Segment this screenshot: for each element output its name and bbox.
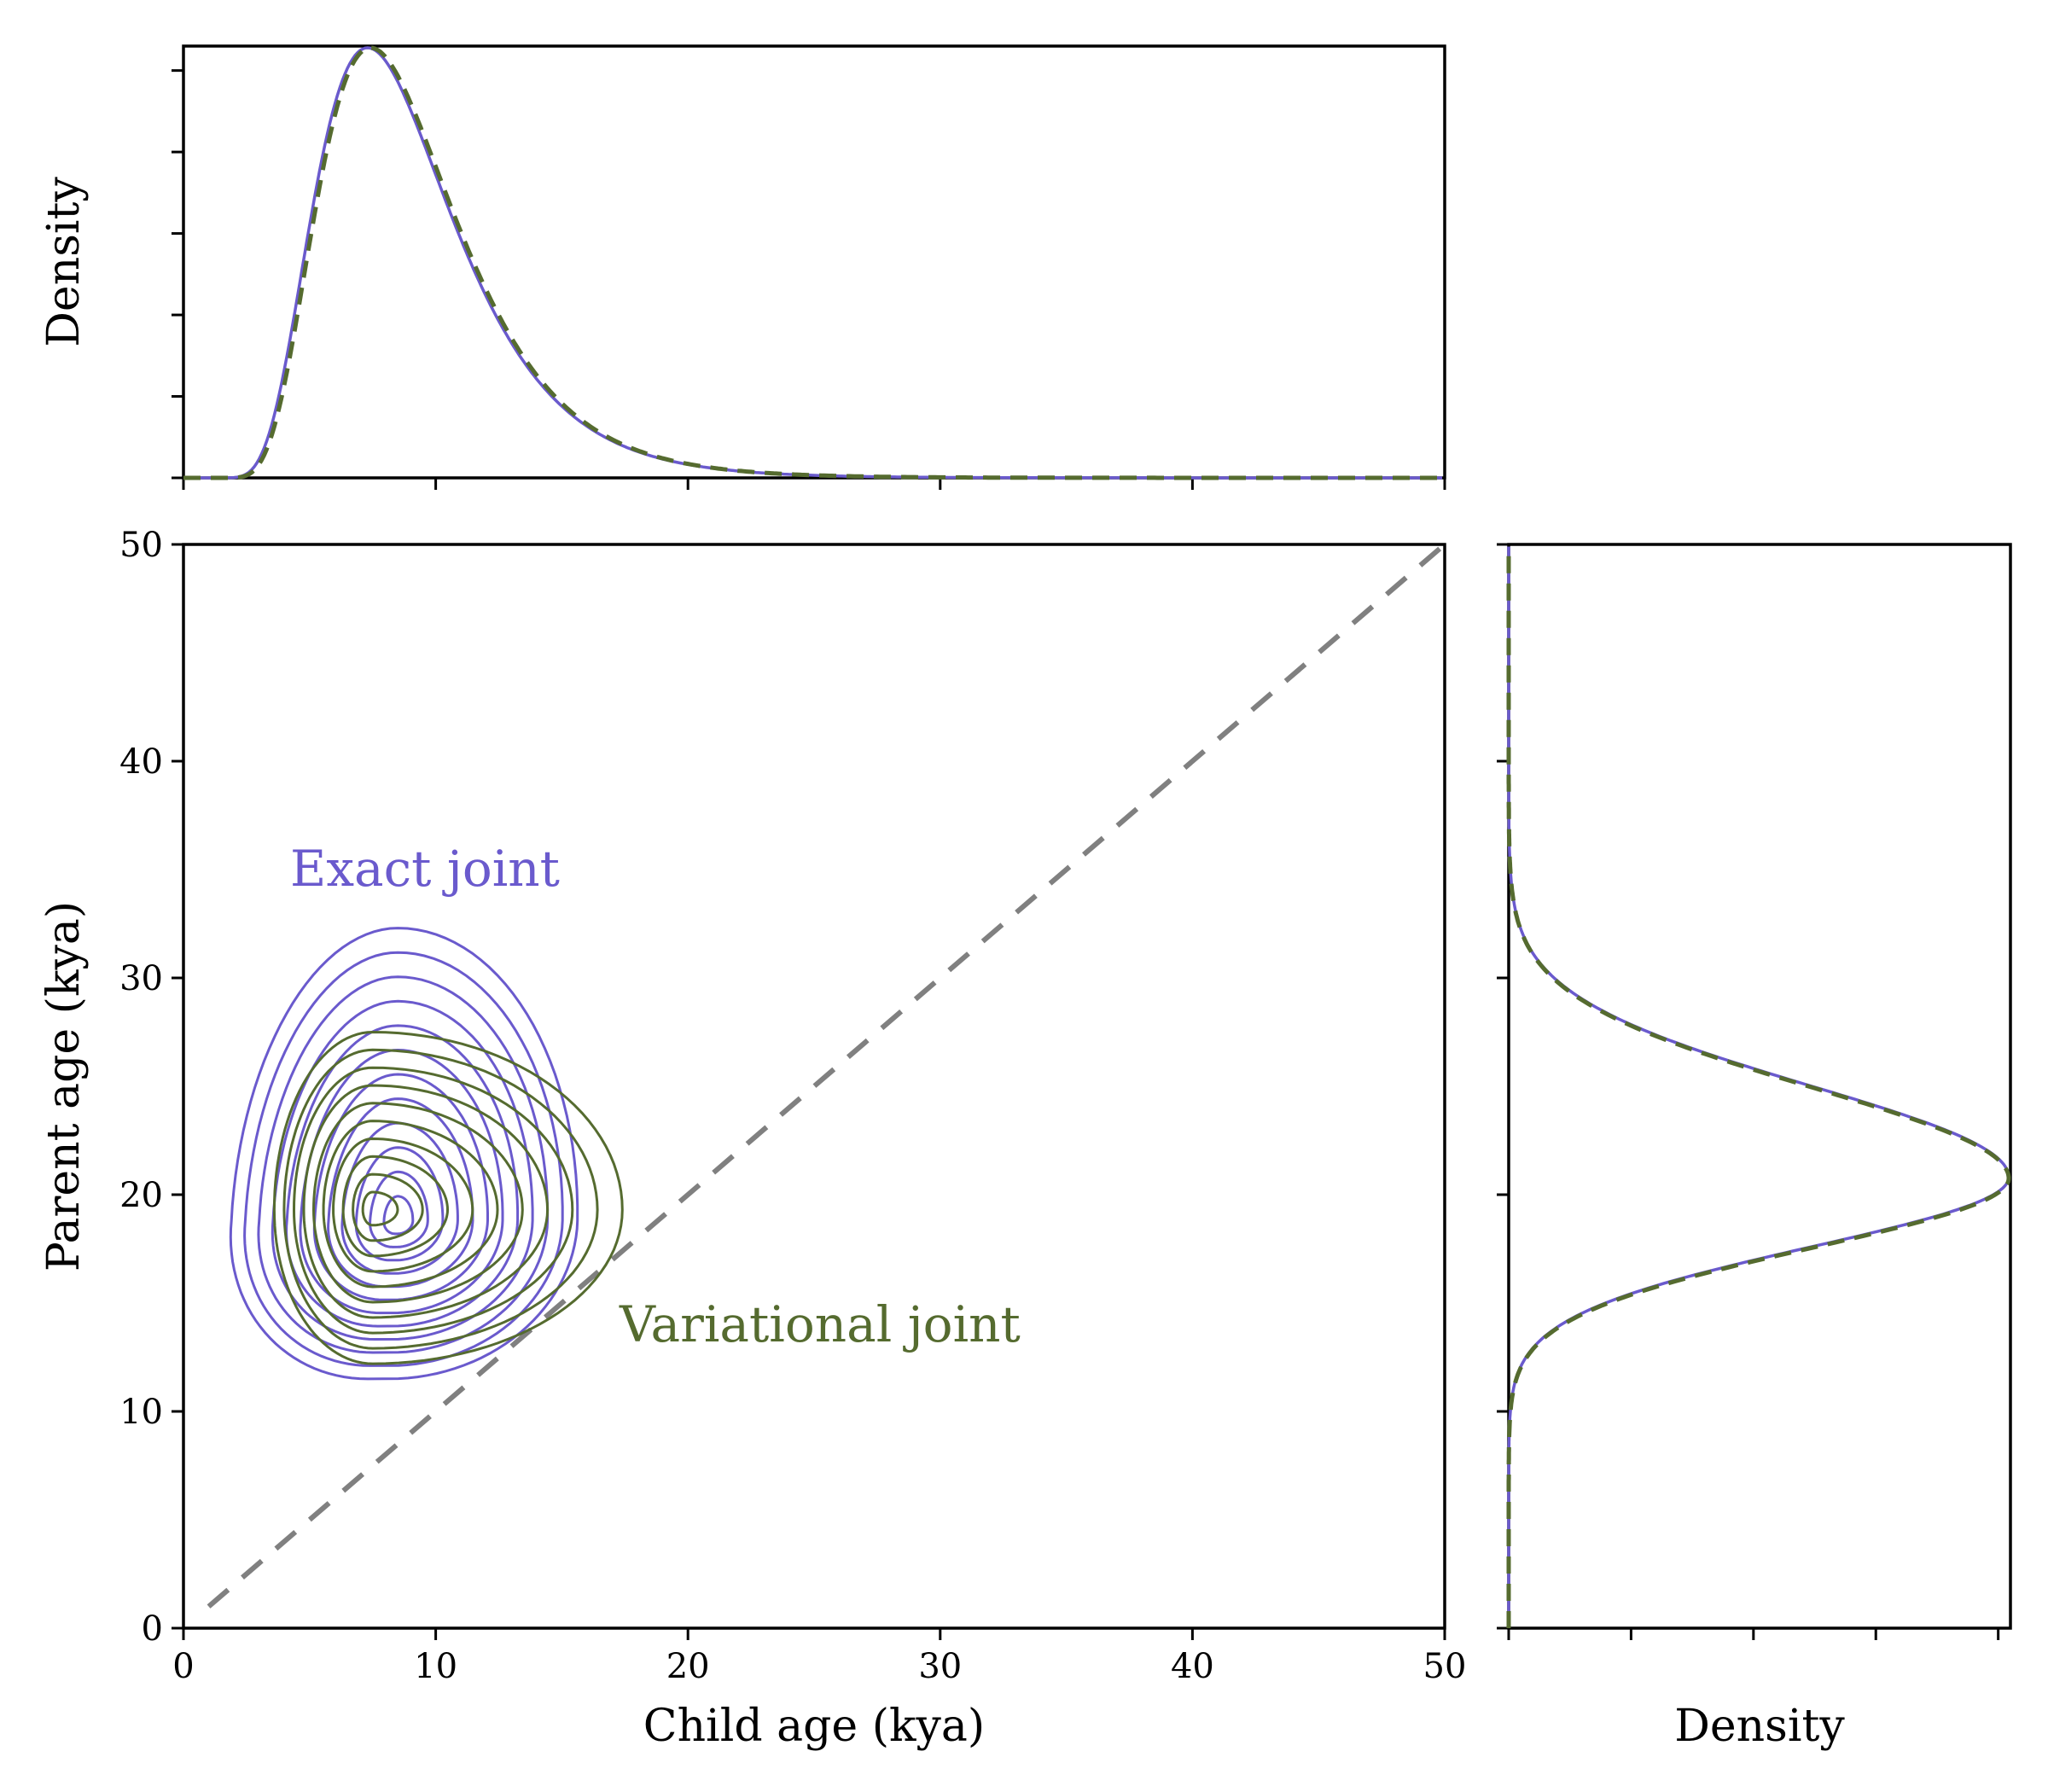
x-tick-label: 40 — [1171, 1647, 1214, 1686]
y-tick-label: 20 — [119, 1176, 163, 1215]
contour-level — [302, 1084, 550, 1319]
joint-panel-ticks: 0 10 20 30 40 50 0 10 20 30 40 50 — [119, 526, 1466, 1686]
contour-level — [285, 1024, 520, 1328]
joint-panel: 0 10 20 30 40 50 0 10 20 30 40 50 Exact joint Varia… — [38, 526, 1466, 1752]
annotation-variational-joint: Variational joint — [619, 1295, 1021, 1353]
joint-panel-ylabel: Parent age (kya) — [38, 901, 90, 1271]
contour-level — [341, 1155, 450, 1258]
contour-level — [332, 1137, 474, 1273]
top-density-variational — [183, 45, 1442, 480]
joint-panel-frame — [182, 543, 1446, 1630]
contour-level — [229, 927, 579, 1381]
contour-level — [352, 1172, 424, 1242]
contour-level — [369, 1170, 429, 1248]
exact-joint-contours — [229, 927, 579, 1381]
right-panel-xlabel: Density — [1674, 1701, 1845, 1752]
x-tick-label: 30 — [918, 1647, 962, 1686]
top-panel-ticks — [172, 69, 1446, 490]
x-tick-label: 20 — [666, 1647, 710, 1686]
top-density-exact — [183, 46, 1442, 480]
y-tick-label: 10 — [119, 1393, 163, 1432]
contour-level — [322, 1120, 499, 1289]
y-tick-label: 0 — [142, 1609, 163, 1649]
top-panel-curves — [183, 45, 1442, 480]
right-panel-frame — [1507, 543, 2012, 1630]
contour-level — [271, 999, 534, 1341]
y-tick-label: 50 — [119, 526, 163, 565]
contour-level — [382, 1195, 415, 1236]
top-panel-frame — [182, 44, 1446, 480]
right-panel-ticks — [1497, 543, 2000, 1640]
top-marginal-panel: Density — [38, 44, 1446, 490]
right-marginal-panel: Density — [1497, 543, 2012, 1752]
contour-level — [299, 1048, 504, 1315]
joint-panel-xlabel: Child age (kya) — [643, 1701, 985, 1752]
right-panel-curves — [1506, 546, 2011, 1628]
identity-reference-line — [207, 544, 1445, 1609]
right-density-variational — [1506, 546, 2011, 1628]
variational-joint-contours — [272, 1030, 624, 1365]
contour-level — [354, 1146, 445, 1262]
x-tick-label: 0 — [172, 1647, 194, 1686]
y-tick-label: 40 — [119, 742, 163, 782]
y-tick-label: 30 — [119, 959, 163, 998]
x-tick-label: 10 — [414, 1647, 457, 1686]
contour-level — [311, 1102, 524, 1304]
contour-level — [340, 1121, 459, 1275]
contour-level — [272, 1030, 624, 1365]
right-density-exact — [1507, 546, 2010, 1628]
contour-level — [282, 1048, 599, 1350]
annotation-exact-joint: Exact joint — [290, 840, 560, 898]
contour-level — [243, 951, 564, 1367]
contour-level — [361, 1190, 399, 1227]
top-panel-ylabel: Density — [38, 177, 90, 347]
contour-level — [292, 1066, 574, 1335]
x-tick-label: 50 — [1423, 1647, 1467, 1686]
